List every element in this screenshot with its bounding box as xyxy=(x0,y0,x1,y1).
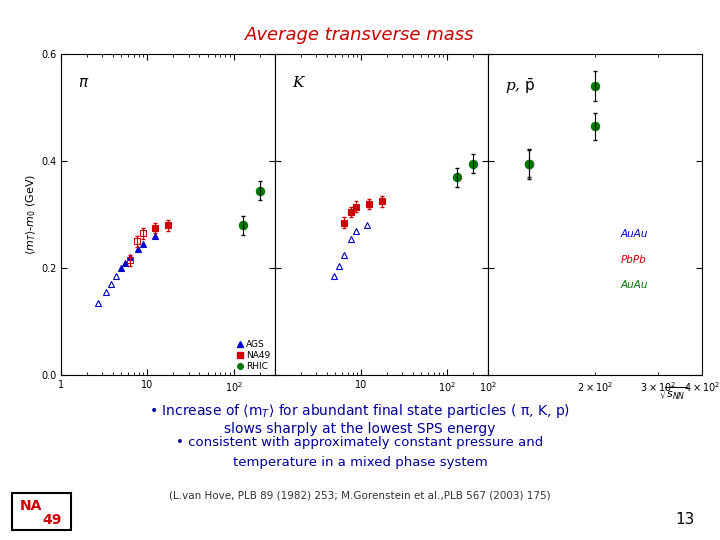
Text: 13: 13 xyxy=(675,511,695,526)
Text: $\sqrt{s_{NN}}$: $\sqrt{s_{NN}}$ xyxy=(659,386,688,402)
Text: $\pi$: $\pi$ xyxy=(78,77,90,91)
Text: (L.van Hove, PLB 89 (1982) 253; M.Gorenstein et al.,PLB 567 (2003) 175): (L.van Hove, PLB 89 (1982) 253; M.Gorens… xyxy=(169,490,551,501)
Text: PbPb: PbPb xyxy=(621,255,647,265)
Text: NA: NA xyxy=(20,498,42,512)
Text: p, $\bar{\rm p}$: p, $\bar{\rm p}$ xyxy=(505,77,536,96)
Text: temperature in a mixed phase system: temperature in a mixed phase system xyxy=(233,456,487,469)
Text: AuAu: AuAu xyxy=(621,229,648,239)
Text: slows sharply at the lowest SPS energy: slows sharply at the lowest SPS energy xyxy=(224,422,496,436)
Text: Average transverse mass: Average transverse mass xyxy=(246,26,474,44)
Text: • consistent with approximately constant pressure and: • consistent with approximately constant… xyxy=(176,436,544,449)
Text: 49: 49 xyxy=(42,513,62,526)
Text: AuAu: AuAu xyxy=(621,280,648,291)
Y-axis label: $\langle m_T\rangle$-$m_0$ (GeV): $\langle m_T\rangle$-$m_0$ (GeV) xyxy=(24,174,38,255)
Legend: AGS, NA49, RHIC: AGS, NA49, RHIC xyxy=(236,340,270,371)
Text: K: K xyxy=(292,77,303,91)
Text: • Increase of ⟨m$_T$⟩ for abundant final state particles ( π, K, p): • Increase of ⟨m$_T$⟩ for abundant final… xyxy=(150,402,570,420)
